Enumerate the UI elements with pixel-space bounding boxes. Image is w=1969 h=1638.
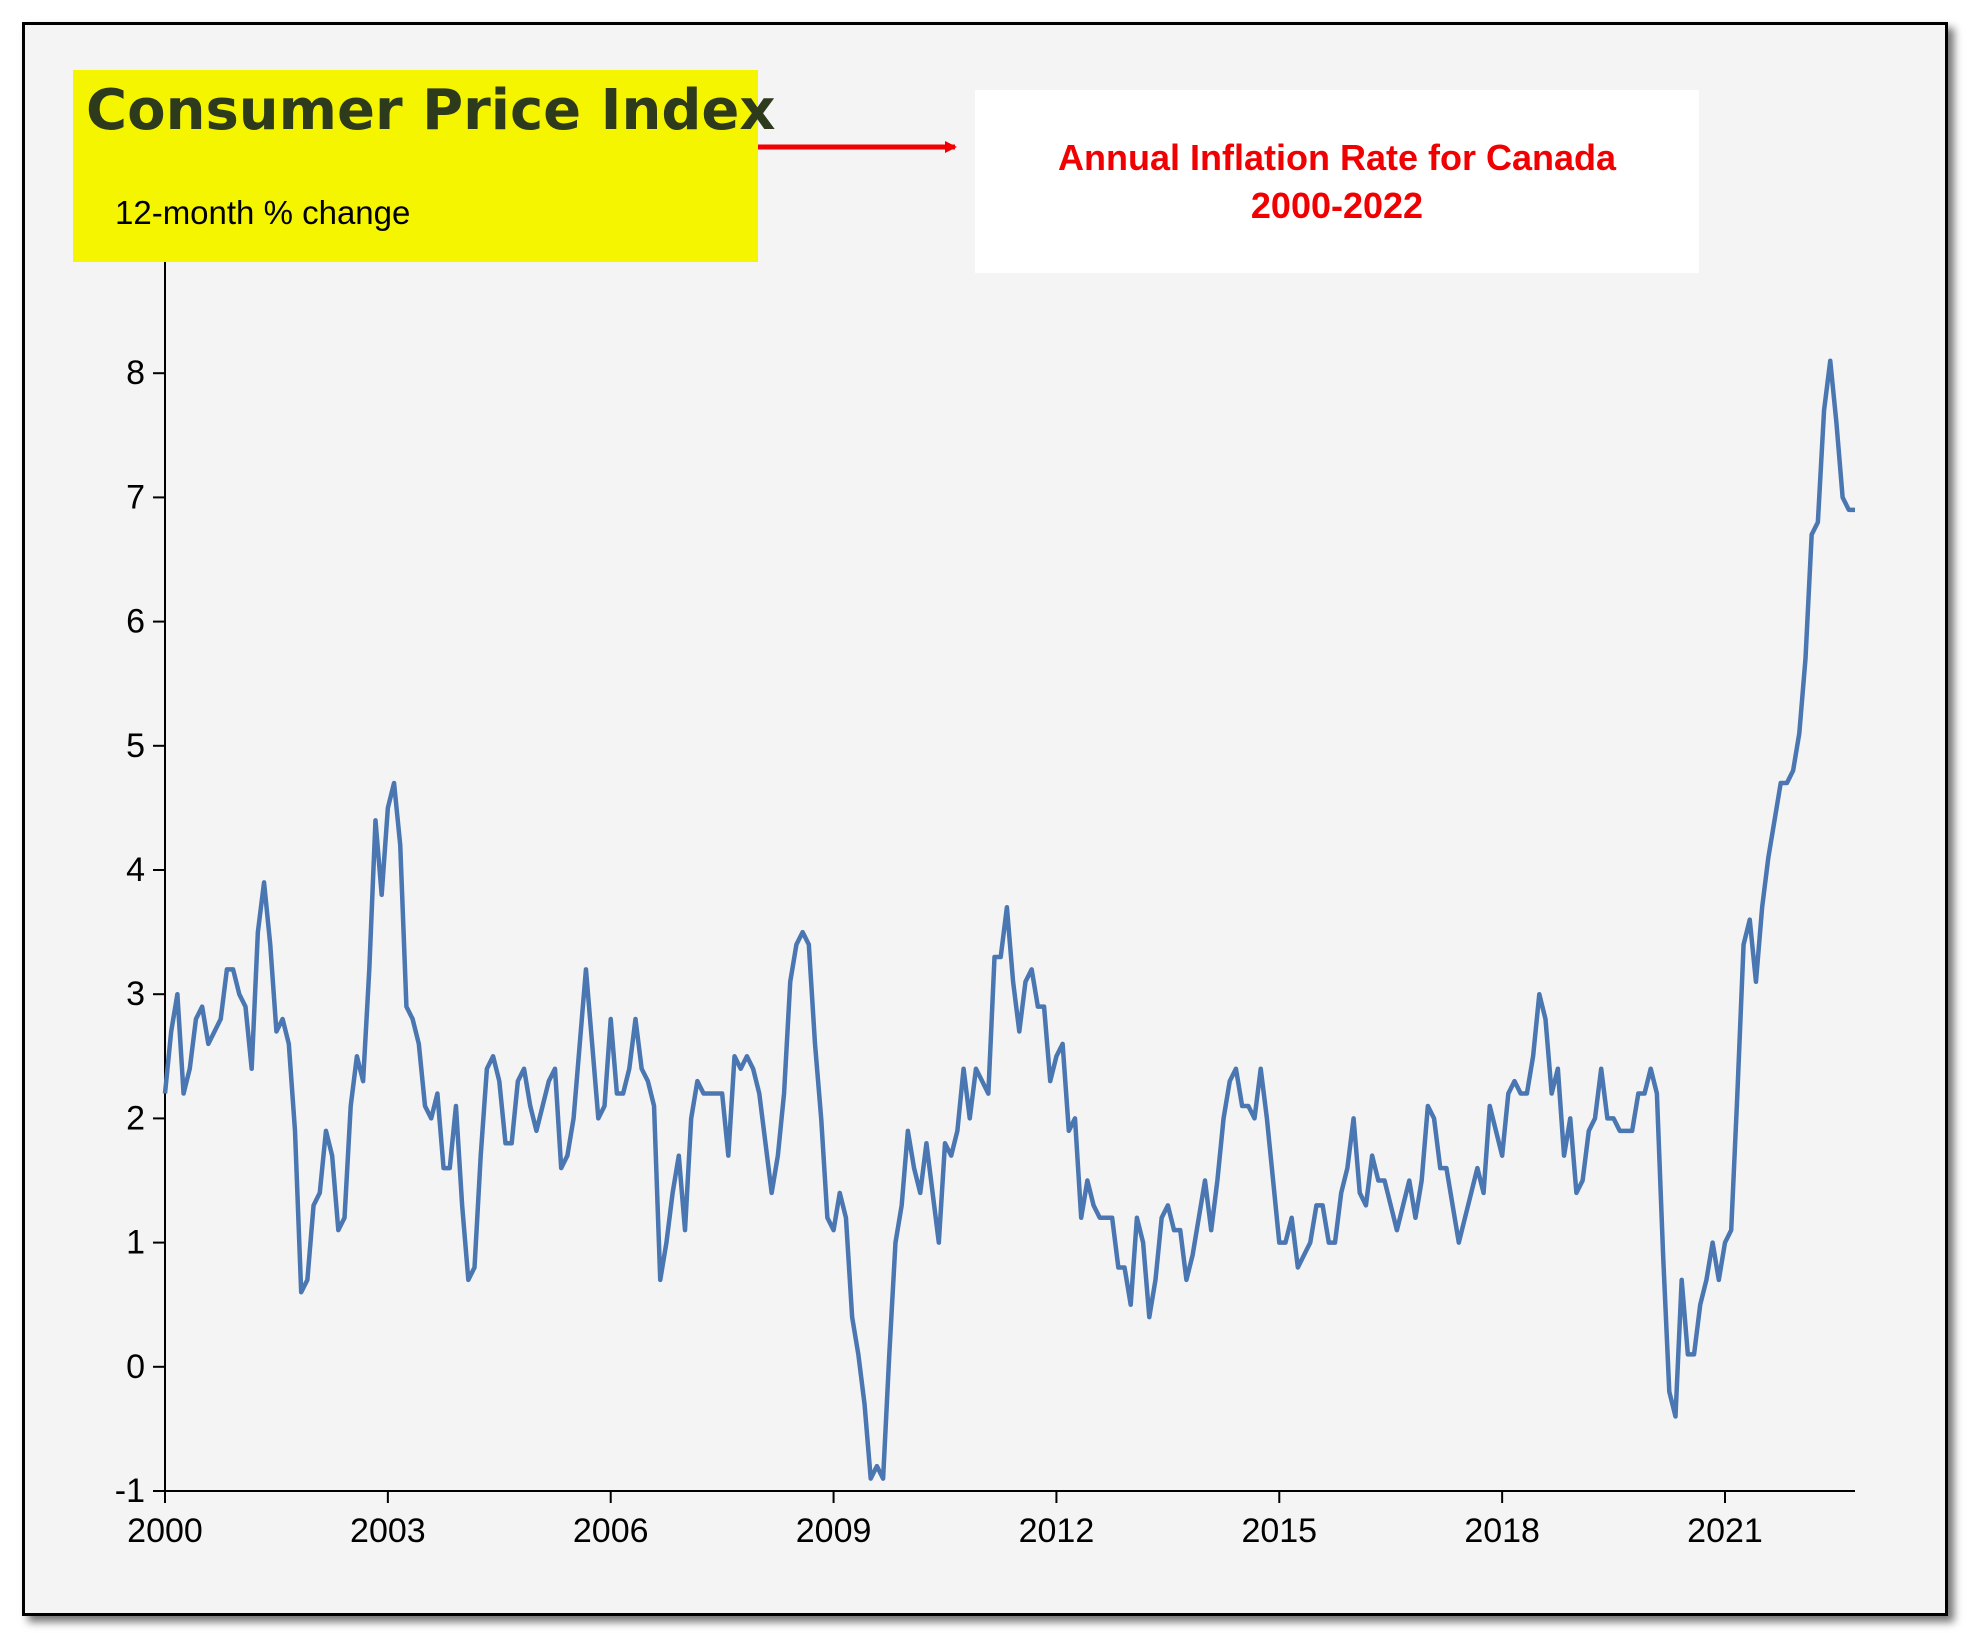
chart-title: Consumer Price Index [86,78,776,143]
x-tick-label: 2018 [1464,1512,1540,1550]
x-tick-label: 2009 [796,1512,872,1550]
y-tick-label: 6 [126,603,145,641]
annotation-box: Annual Inflation Rate for Canada 2000-20… [975,90,1699,273]
y-tick-label: 4 [126,851,145,889]
x-tick-label: 2021 [1687,1512,1763,1550]
y-tick-label: -1 [115,1472,145,1510]
y-tick-label: 3 [126,975,145,1013]
x-axis: 2000 2003 2006 2009 2012 2015 2018 2021 [127,1490,1855,1550]
y-tick-label: 0 [126,1348,145,1386]
chart-frame: -10123456789 200020032006200920122015201… [22,22,1948,1616]
chart-subtitle: 12-month % change [115,194,411,231]
x-tick-label: 2006 [573,1512,649,1550]
annotation-line-2: 2000-2022 [1250,185,1424,226]
line-chart: -10123456789 200020032006200920122015201… [115,141,1855,1550]
title-box: Consumer Price Index 12-month % change [73,70,776,262]
x-tick-label: 2012 [1019,1512,1095,1550]
y-tick-label: 8 [126,354,145,392]
y-tick-label: 7 [126,478,145,516]
y-tick-label: 2 [126,1099,145,1137]
x-tick-label: 2000 [127,1512,203,1550]
annotation-line-1: Annual Inflation Rate for Canada [1057,137,1617,178]
x-tick-label: 2015 [1241,1512,1317,1550]
y-tick-label: 1 [126,1224,145,1262]
y-tick-label: 5 [126,727,145,765]
series-line [162,358,1855,1481]
y-axis: -10123456789 [115,230,166,1510]
x-tick-label: 2003 [350,1512,426,1550]
